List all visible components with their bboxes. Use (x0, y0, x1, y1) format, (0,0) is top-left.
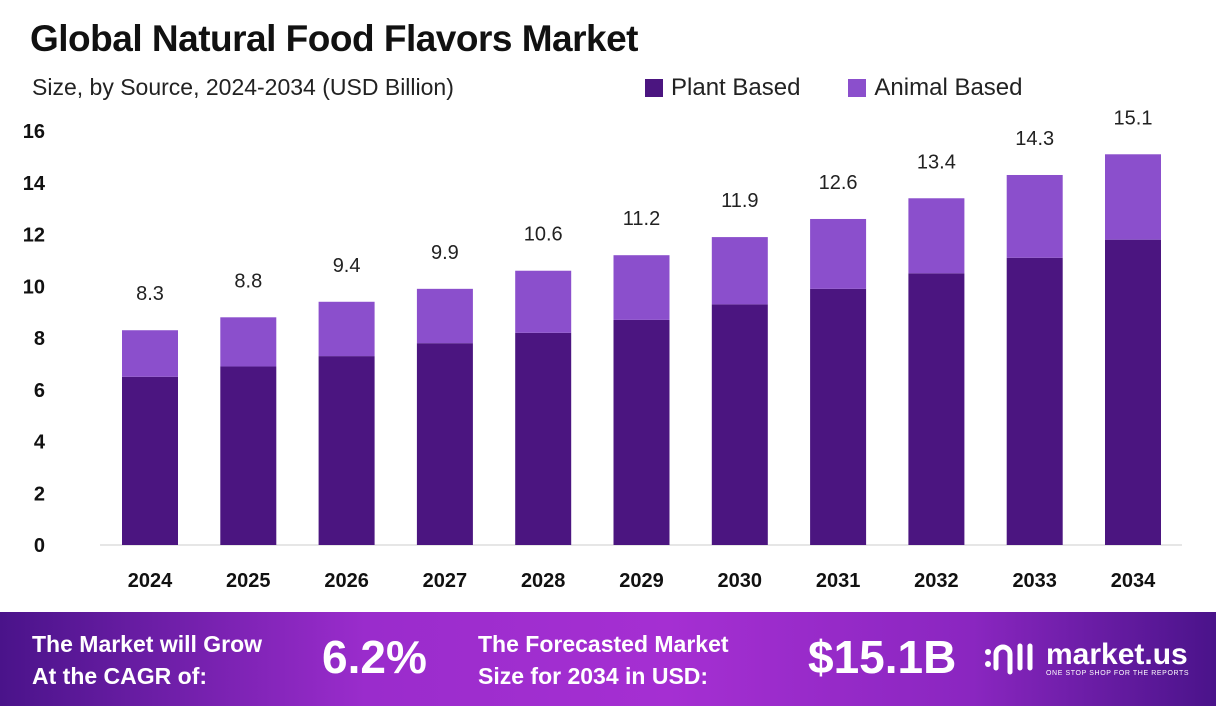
bar-plant-based (810, 288, 867, 545)
bar-plant-based (515, 332, 572, 545)
bar-plant-based (122, 376, 178, 545)
bar-animal-based (416, 288, 473, 344)
bar-animal-based (318, 301, 375, 357)
cagr-label-line1: The Market will Grow (32, 631, 263, 657)
logo-tagline: ONE STOP SHOP FOR THE REPORTS (1046, 669, 1190, 677)
x-tick-label: 2031 (816, 570, 861, 592)
legend-label: Animal Based (874, 74, 1023, 101)
x-tick-label: 2029 (619, 570, 664, 592)
bar-plant-based (1105, 239, 1161, 546)
forecast-label-line1: The Forecasted Market (478, 631, 729, 657)
x-tick-label: 2025 (226, 570, 271, 592)
bar-chart: 0 2 4 6 8 10 12 14 16 8.3 2024 8.8 2025 9.4 2026 9.9 202… (23, 107, 1182, 592)
legend: Plant Based Animal Based (645, 74, 1023, 102)
y-tick-label: 2 (34, 483, 45, 505)
x-tick-label: 2034 (1111, 570, 1156, 592)
bar-animal-based (613, 255, 670, 320)
x-tick-label: 2030 (718, 570, 763, 592)
x-tick-label: 2033 (1012, 570, 1057, 592)
bar-plant-based (416, 343, 473, 545)
y-tick-label: 8 (34, 328, 45, 350)
bar-animal-based (711, 237, 768, 305)
bar-plant-based (908, 273, 965, 545)
x-tick-label: 2028 (521, 570, 566, 592)
x-tick-label: 2024 (128, 570, 173, 592)
bar-animal-based (122, 330, 178, 377)
bar-animal-based (515, 270, 572, 333)
data-label: 9.4 (333, 255, 361, 277)
y-tick-label: 12 (23, 225, 45, 247)
data-label: 12.6 (819, 172, 858, 194)
forecast-value: $15.1B (808, 631, 957, 683)
data-label: 9.9 (431, 242, 459, 264)
data-label: 8.3 (136, 283, 164, 305)
data-label: 14.3 (1015, 128, 1054, 150)
market-us-logo: market.us ONE STOP SHOP FOR THE REPORTS (982, 638, 1189, 678)
bar-animal-based (810, 218, 867, 289)
data-label: 10.6 (524, 224, 563, 246)
summary-banner: The Market will Grow At the CAGR of: 6.2… (0, 612, 1216, 706)
legend-item-animal: Animal Based (848, 74, 1023, 102)
data-label: 8.8 (234, 270, 262, 292)
chart-title: Global Natural Food Flavors Market (30, 18, 639, 59)
y-tick-label: 14 (23, 173, 46, 195)
y-tick-label: 10 (23, 276, 45, 298)
cagr-value: 6.2% (322, 631, 427, 683)
bar-animal-based (220, 317, 277, 367)
y-tick-label: 4 (34, 432, 46, 454)
y-tick-label: 16 (23, 121, 45, 143)
bar-animal-based (1006, 174, 1063, 258)
bar-plant-based (613, 319, 670, 545)
y-tick-label: 0 (34, 535, 45, 557)
data-label: 11.9 (721, 190, 758, 212)
x-tick-label: 2026 (324, 570, 369, 592)
data-label: 11.2 (623, 208, 660, 230)
bar-plant-based (318, 356, 375, 545)
legend-swatch-animal (848, 79, 867, 97)
x-tick-label: 2027 (423, 570, 468, 592)
data-label: 13.4 (917, 151, 956, 173)
chart-subtitle: Size, by Source, 2024-2034 (USD Billion) (32, 74, 454, 100)
legend-label: Plant Based (671, 74, 801, 101)
bar-animal-based (1105, 154, 1161, 240)
bar-plant-based (711, 304, 768, 545)
bar-animal-based (908, 198, 965, 274)
logo-name: market.us (1046, 637, 1188, 671)
y-tick-label: 6 (34, 380, 45, 402)
bar-plant-based (220, 366, 277, 545)
x-tick-label: 2032 (914, 570, 959, 592)
data-label: 15.1 (1114, 107, 1153, 129)
logo-icon (985, 643, 1033, 675)
forecast-label-line2: Size for 2034 in USD: (478, 663, 709, 689)
bar-plant-based (1006, 257, 1063, 545)
cagr-label-line2: At the CAGR of: (32, 663, 208, 689)
legend-item-plant: Plant Based (645, 74, 800, 102)
legend-swatch-plant (645, 79, 663, 97)
